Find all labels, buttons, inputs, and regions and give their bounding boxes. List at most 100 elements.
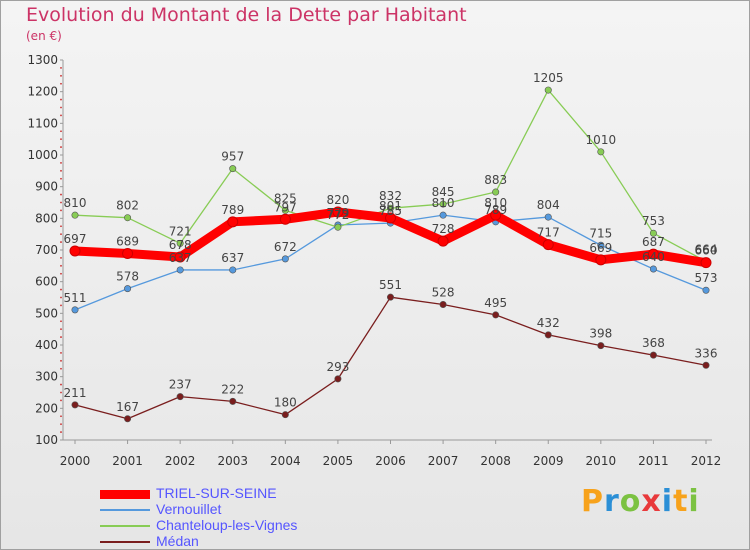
logo-letter: o xyxy=(619,484,642,519)
legend-label: Vernouillet xyxy=(156,501,222,517)
y-minor-tick xyxy=(60,225,62,228)
x-tick-label: 2008 xyxy=(480,454,511,468)
series-point-0 xyxy=(332,206,344,218)
data-label: 432 xyxy=(537,316,560,330)
data-label: 180 xyxy=(274,396,297,410)
x-tick-label: 2012 xyxy=(691,454,722,468)
data-label: 669 xyxy=(589,241,612,255)
y-minor-tick xyxy=(60,304,62,307)
series-point-2 xyxy=(281,206,289,214)
y-minor-tick xyxy=(60,146,62,148)
series-point-1 xyxy=(229,266,237,274)
y-minor-tick xyxy=(60,201,62,204)
y-tick-label: 1000 xyxy=(27,148,58,162)
series-point-2 xyxy=(334,223,342,231)
y-minor-tick xyxy=(60,328,62,331)
y-minor-tick xyxy=(60,177,62,180)
data-label: 883 xyxy=(484,173,507,187)
series-point-3 xyxy=(544,331,552,339)
y-tick-label: 500 xyxy=(35,306,58,320)
y-minor-tick xyxy=(60,399,62,402)
data-label: 293 xyxy=(326,360,349,374)
data-label: 797 xyxy=(274,200,297,214)
y-tick-label: 1200 xyxy=(27,85,58,99)
series-point-2 xyxy=(176,239,184,247)
series-point-0 xyxy=(595,254,607,266)
series-point-1 xyxy=(702,286,710,294)
y-tick-label: 600 xyxy=(35,275,58,289)
data-label: 640 xyxy=(642,250,665,264)
series-point-1 xyxy=(71,306,79,314)
chart-unit: (en €) xyxy=(26,29,62,43)
data-label: 573 xyxy=(695,271,718,285)
data-label: 697 xyxy=(64,232,87,246)
data-label: 398 xyxy=(589,327,612,341)
data-label: 578 xyxy=(116,270,139,284)
x-tick-label: 2001 xyxy=(112,454,143,468)
series-point-3 xyxy=(649,351,657,359)
data-label: 637 xyxy=(221,251,244,265)
series-point-2 xyxy=(597,148,605,156)
data-label: 957 xyxy=(221,150,244,164)
series-point-3 xyxy=(176,393,184,401)
data-label: 678 xyxy=(169,238,192,252)
series-point-3 xyxy=(124,415,132,423)
data-label: 687 xyxy=(642,235,665,249)
y-minor-tick xyxy=(60,257,62,259)
data-label: 717 xyxy=(537,226,560,240)
y-minor-tick xyxy=(60,241,62,243)
series-point-0 xyxy=(174,251,186,263)
series-point-0 xyxy=(490,209,502,221)
y-minor-tick xyxy=(60,336,62,338)
y-minor-tick xyxy=(60,209,62,212)
legend-label: Médan xyxy=(156,533,199,549)
data-label: 820 xyxy=(326,193,349,207)
y-minor-tick xyxy=(60,98,62,101)
series-point-1 xyxy=(649,265,657,273)
data-label: 825 xyxy=(274,191,297,205)
y-minor-tick xyxy=(60,74,62,77)
legend-label: Chanteloup-les-Vignes xyxy=(156,517,298,533)
series-point-0 xyxy=(69,245,81,257)
data-label: 660 xyxy=(695,244,718,258)
series-point-2 xyxy=(649,229,657,237)
logo-letter: P xyxy=(581,484,604,519)
data-label: 785 xyxy=(379,204,402,218)
y-minor-tick xyxy=(60,193,62,196)
data-label: 167 xyxy=(116,400,139,414)
data-label: 672 xyxy=(274,240,297,254)
y-minor-tick xyxy=(60,431,62,433)
data-label: 368 xyxy=(642,336,665,350)
data-label: 664 xyxy=(695,242,718,256)
series-point-2 xyxy=(492,188,500,196)
y-minor-tick xyxy=(60,67,62,69)
logo-letter: x xyxy=(641,484,662,519)
series-point-1 xyxy=(176,266,184,274)
data-label: 1010 xyxy=(586,133,617,147)
legend-swatch xyxy=(100,490,150,499)
y-minor-tick xyxy=(60,367,62,370)
data-label: 511 xyxy=(64,291,87,305)
series-point-1 xyxy=(439,211,447,219)
y-tick-label: 800 xyxy=(35,211,58,225)
series-point-1 xyxy=(124,285,132,293)
series-point-2 xyxy=(124,214,132,222)
series-point-3 xyxy=(281,411,289,419)
series-point-0 xyxy=(647,248,659,260)
series-point-2 xyxy=(71,211,79,219)
y-minor-tick xyxy=(60,359,62,362)
data-label: 802 xyxy=(116,199,139,213)
series-point-3 xyxy=(597,342,605,350)
series-point-0 xyxy=(385,212,396,224)
series-point-3 xyxy=(386,293,394,301)
series-point-0 xyxy=(122,247,134,259)
series-point-2 xyxy=(439,200,447,208)
series-point-1 xyxy=(597,241,605,249)
y-tick-label: 1100 xyxy=(27,116,58,130)
logo-letter: t xyxy=(673,484,689,519)
y-minor-tick xyxy=(60,415,62,418)
series-point-0 xyxy=(227,216,239,228)
y-minor-tick xyxy=(60,320,62,323)
logo-letter: i xyxy=(661,484,674,519)
